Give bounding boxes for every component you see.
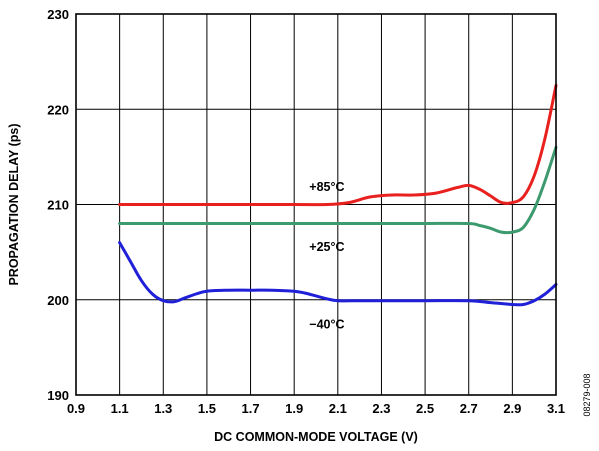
annotation-minus40c: −40°C: [309, 317, 344, 331]
y-tick-label: 190: [47, 388, 69, 403]
y-tick-labels: 190 200 210 220 230: [47, 7, 69, 403]
series-line-85c: [118, 83, 558, 207]
annotation-25c: +25°C: [309, 240, 344, 254]
x-tick-label: 1.1: [111, 401, 129, 416]
y-tick-label: 230: [47, 7, 69, 22]
plot-frame: [75, 13, 557, 396]
x-tick-label: 2.7: [460, 401, 478, 416]
series-line-minus40c: [118, 241, 558, 307]
x-tick-label: 1.9: [285, 401, 303, 416]
x-tick-label: 0.9: [67, 401, 85, 416]
x-tick-label: 2.9: [503, 401, 521, 416]
x-tick-label: 3.1: [547, 401, 565, 416]
figure-id: 08279-008: [582, 373, 592, 416]
x-tick-label: 2.3: [372, 401, 390, 416]
x-tick-label: 2.1: [329, 401, 347, 416]
series-line-25c: [118, 145, 558, 235]
series-lines: [118, 83, 558, 307]
y-tick-label: 210: [47, 198, 69, 213]
x-tick-label: 1.7: [242, 401, 260, 416]
y-tick-label: 220: [47, 102, 69, 117]
y-tick-label: 200: [47, 293, 69, 308]
x-tick-label: 2.5: [416, 401, 434, 416]
x-tick-label: 1.5: [198, 401, 216, 416]
x-tick-labels: 0.9 1.1 1.3 1.5 1.7 1.9 2.1 2.3 2.5 2.7 2.9 3.1: [67, 401, 565, 416]
annotation-85c: +85°C: [309, 180, 344, 194]
y-axis-label: PROPAGATION DELAY (ps): [7, 123, 21, 285]
x-axis-label: DC COMMON-MODE VOLTAGE (V): [214, 430, 418, 444]
x-tick-label: 1.3: [154, 401, 172, 416]
